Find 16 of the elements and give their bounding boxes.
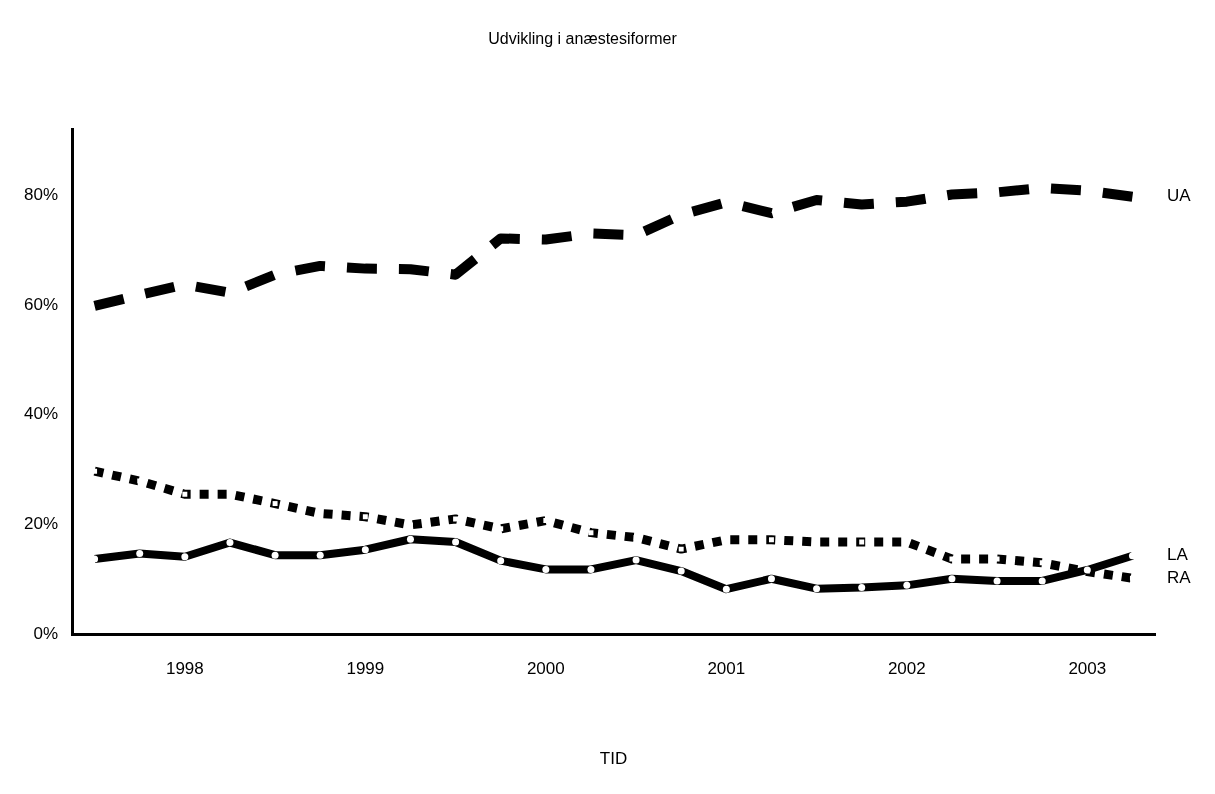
y-tick-label: 60% xyxy=(23,294,59,314)
y-tick-label: 40% xyxy=(23,404,59,424)
y-tick-label: 20% xyxy=(23,514,59,534)
text: UA xyxy=(1167,186,1192,206)
x-tick-label: 1998 xyxy=(165,659,204,679)
series-label: RA xyxy=(1167,567,1192,587)
x-tick-label: 2003 xyxy=(1068,659,1107,679)
x-tick-label: 2001 xyxy=(707,659,746,679)
chart-title: Udvikling i anæstesiformer xyxy=(488,30,678,48)
x-tick-label: 1999 xyxy=(346,659,385,679)
series-label: LA xyxy=(1167,545,1189,565)
y-tick-label: 0% xyxy=(33,623,59,643)
x-tick-label: 2000 xyxy=(526,659,565,679)
x-tick-label: 2002 xyxy=(887,659,926,679)
x-axis-title: TID xyxy=(599,749,628,769)
y-tick-label: 80% xyxy=(23,184,59,204)
